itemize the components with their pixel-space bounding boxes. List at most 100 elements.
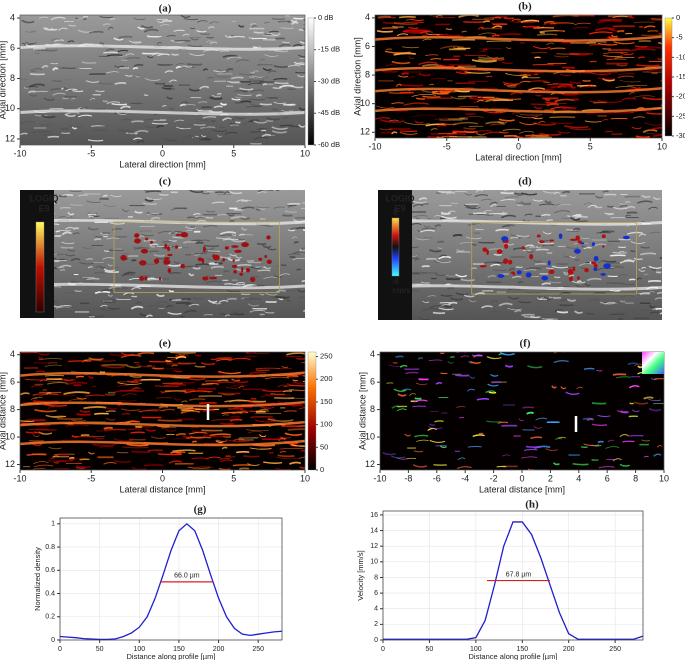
speckle (216, 357, 232, 360)
device-logo: E9 (394, 203, 405, 213)
speckle (597, 42, 618, 46)
colorbar-tick-label: -30 dB (318, 76, 340, 85)
speckle (235, 96, 242, 99)
speckle (52, 259, 67, 262)
flow-blob (486, 249, 490, 256)
speckle (432, 311, 446, 315)
speckle (290, 19, 298, 23)
speckle (249, 447, 272, 450)
speckle (453, 190, 460, 192)
speckle (546, 219, 554, 222)
speckle (43, 26, 54, 31)
speckle (229, 35, 246, 38)
colorbar-tick-label: -15 (676, 72, 685, 81)
x-tick-label: 0 (160, 148, 165, 158)
speckle (444, 33, 461, 37)
speckle (295, 71, 305, 74)
panel-title: (h) (525, 499, 539, 511)
speckle (648, 304, 656, 309)
speckle (486, 55, 499, 59)
speckle (457, 457, 466, 461)
speckle (220, 459, 233, 463)
flow-blob (575, 235, 580, 241)
speckle (476, 132, 485, 136)
speckle (232, 411, 249, 415)
speckle (68, 398, 83, 402)
speckle (80, 276, 89, 280)
speckle (183, 65, 193, 68)
colorbar (35, 221, 45, 313)
speckle (163, 84, 173, 88)
speckle (430, 127, 438, 131)
speckle (624, 205, 636, 210)
speckle (400, 130, 418, 133)
speckle (104, 393, 116, 396)
speckle (161, 85, 175, 88)
speckle (533, 426, 543, 429)
speckle (162, 286, 177, 290)
speckle (629, 91, 635, 95)
speckle (281, 263, 287, 267)
speckle (497, 421, 509, 424)
speckle (247, 82, 263, 86)
speckle (286, 299, 292, 302)
speckle (108, 307, 120, 310)
speckle (227, 357, 251, 362)
speckle (519, 71, 544, 74)
speckle (63, 391, 90, 396)
axes-frame (19, 14, 306, 146)
speckle (425, 32, 440, 36)
speckle (66, 381, 88, 386)
speckle (648, 265, 662, 270)
speckle (118, 35, 133, 39)
speckle (100, 304, 108, 308)
speckle (292, 251, 305, 255)
speckle (101, 363, 128, 367)
speckle (521, 75, 529, 79)
speckle (225, 439, 252, 443)
speckle (44, 379, 64, 382)
speckle (68, 457, 75, 460)
speckle (299, 39, 304, 42)
speckle (152, 367, 164, 370)
speckle (581, 108, 604, 112)
speckle (102, 194, 109, 198)
speckle (215, 191, 224, 194)
speckle (235, 255, 243, 259)
speckle (81, 61, 97, 64)
speckle (259, 293, 265, 296)
speckle (418, 317, 430, 320)
y-tick-label: 10 (5, 103, 15, 113)
speckle (289, 255, 296, 258)
speckle (43, 133, 57, 137)
speckle (181, 104, 196, 107)
speckle (186, 216, 196, 219)
speckle (222, 238, 239, 241)
flow-blob (601, 234, 606, 239)
speckle (657, 57, 662, 61)
speckle (58, 194, 67, 198)
speckle (597, 414, 611, 417)
speckle (635, 135, 651, 138)
speckle (211, 418, 235, 422)
flow-blob (577, 240, 582, 244)
flow-blob (232, 259, 235, 263)
speckle (99, 42, 105, 45)
speckle (545, 448, 558, 452)
speckle (650, 267, 657, 271)
speckle (59, 264, 72, 269)
speckle (271, 130, 287, 134)
y-axis-label: Axial direction [mm] (352, 37, 362, 116)
speckle (636, 277, 642, 281)
y-tick-label: 4 (365, 12, 370, 22)
speckle (241, 199, 252, 203)
speckle (127, 133, 136, 136)
speckle (20, 420, 35, 422)
x-tick-label: -5 (87, 148, 95, 158)
speckle (106, 54, 123, 57)
speckle (275, 467, 291, 470)
flow-blob (197, 257, 203, 262)
speckle (576, 280, 582, 283)
speckle (391, 102, 404, 105)
flow-blob (497, 273, 505, 278)
